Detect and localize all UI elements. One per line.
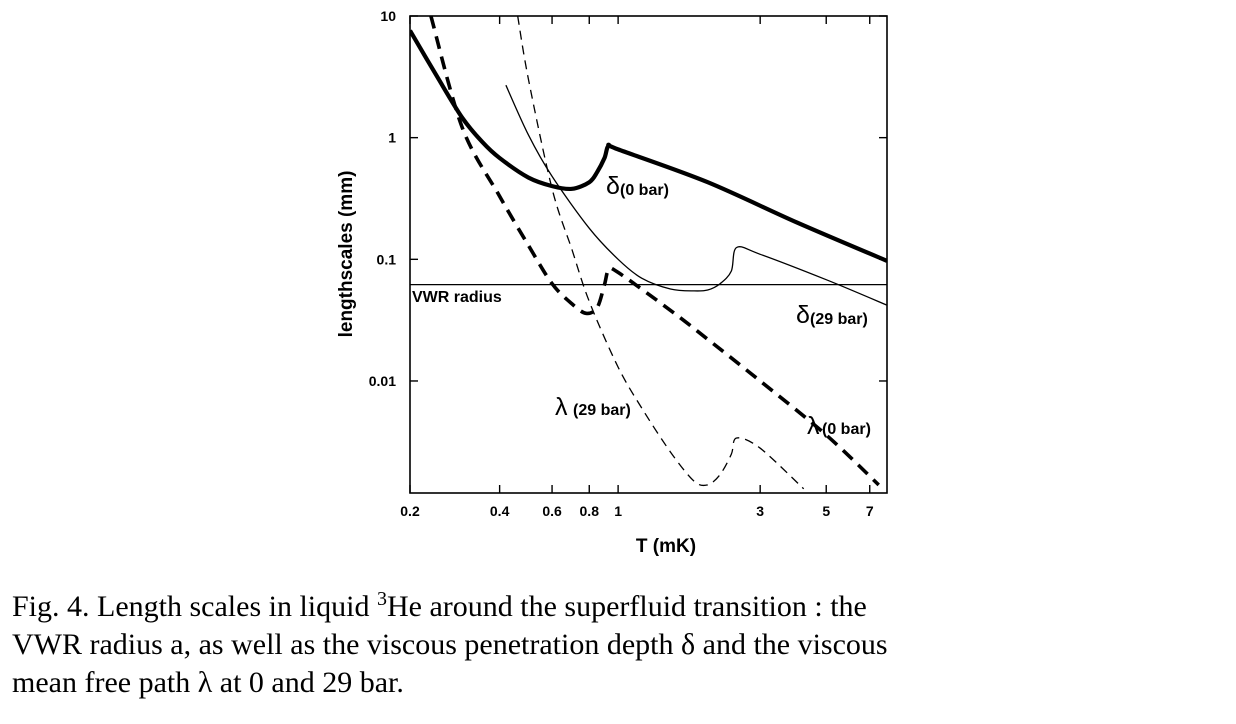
annotation-lambda-0bar: λ (0 bar) — [807, 412, 871, 440]
y-tick-label: 0.01 — [369, 373, 396, 389]
caption-line-2: VWR radius a, as well as the viscous pen… — [12, 628, 888, 661]
series-0-bar — [410, 29, 887, 263]
annotation-lambda-29bar: λ (29 bar) — [555, 393, 631, 421]
chart: 0.2 0.4 0.6 0.8 1 3 5 7 0.01 0.1 1 10 T (mK) lengt… — [336, 8, 888, 557]
x-tick-label: 0.6 — [542, 503, 562, 519]
x-tick-label: 0.4 — [490, 503, 510, 519]
y-tick-label: 10 — [380, 8, 396, 24]
y-tick-labels: 0.01 0.1 1 10 — [369, 8, 396, 389]
series-0-bar — [429, 16, 880, 487]
x-tick-label: 7 — [866, 503, 874, 519]
svg-text:(0 bar): (0 bar) — [822, 421, 871, 438]
svg-text:(29 bar): (29 bar) — [810, 311, 868, 328]
x-tick-label: 0.8 — [580, 503, 600, 519]
figure-caption: Fig. 4. Length scales in liquid 3He arou… — [12, 588, 1224, 702]
svg-text:λ: λ — [807, 412, 820, 440]
x-tick-label: 1 — [614, 503, 622, 519]
x-tick-label: 0.2 — [400, 503, 420, 519]
x-tick-labels: 0.2 0.4 0.6 0.8 1 3 5 7 — [400, 503, 874, 519]
annotation-delta-29bar: δ (29 bar) — [796, 301, 868, 329]
series-29-bar — [505, 84, 887, 306]
svg-text:δ: δ — [606, 172, 620, 200]
y-axis-label: lengthscales (mm) — [336, 171, 357, 338]
svg-text:(0 bar): (0 bar) — [620, 182, 669, 199]
x-tick-label: 3 — [756, 503, 764, 519]
annotation-delta-0bar: δ (0 bar) — [606, 172, 669, 200]
x-tick-label: 5 — [822, 503, 830, 519]
caption-line-1: Fig. 4. Length scales in liquid 3He arou… — [12, 588, 867, 623]
y-tick-label: 1 — [388, 130, 396, 146]
svg-text:(29 bar): (29 bar) — [573, 402, 631, 419]
axis-ticks — [409, 15, 887, 493]
series-lines — [410, 16, 887, 490]
svg-text:δ: δ — [796, 301, 810, 329]
caption-line-3: mean free path λ at 0 and 29 bar. — [12, 666, 404, 699]
y-tick-label: 0.1 — [377, 251, 397, 267]
svg-text:λ: λ — [555, 393, 568, 421]
x-axis-label: T (mK) — [636, 536, 696, 557]
series-29-bar — [517, 16, 805, 490]
annotation-vwr-radius: VWR radius — [412, 289, 502, 306]
plot-frame — [409, 15, 888, 494]
